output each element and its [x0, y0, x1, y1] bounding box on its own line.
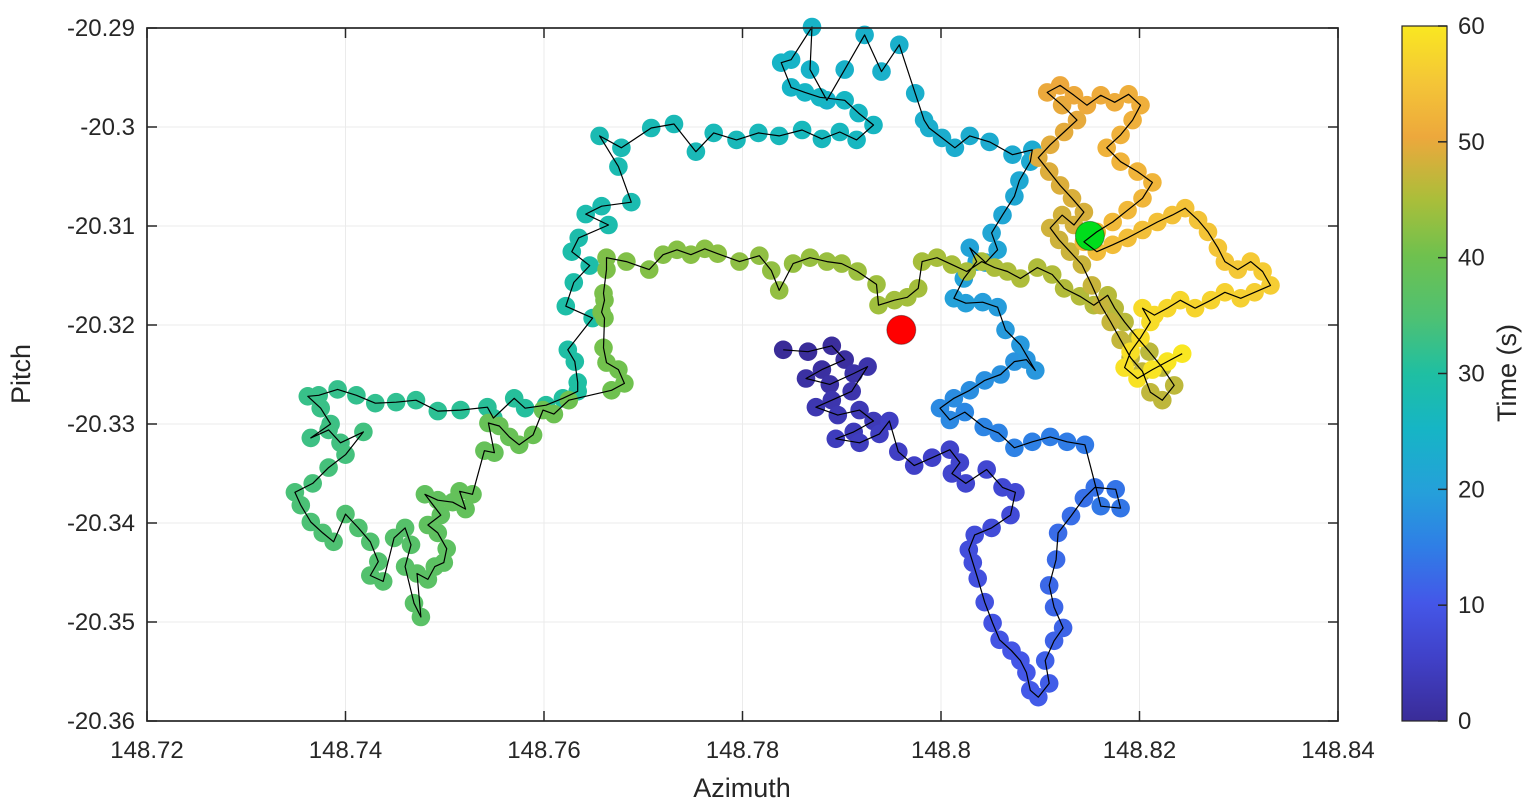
svg-text:148.8: 148.8 — [911, 737, 971, 764]
trajectory-points — [285, 17, 1280, 707]
y-tick-labels: -20.36 -20.35 -20.34 -20.33 -20.32 -20.31 -20.… — [67, 15, 135, 735]
svg-text:0: 0 — [1458, 708, 1471, 735]
svg-text:148.74: 148.74 — [309, 737, 382, 764]
svg-text:-20.3: -20.3 — [80, 114, 135, 141]
axis-ticks — [146, 27, 1339, 722]
svg-text:-20.35: -20.35 — [67, 609, 135, 636]
red-marker — [886, 314, 917, 345]
svg-text:-20.34: -20.34 — [67, 510, 135, 537]
colorbar-ticks — [1438, 25, 1447, 722]
colorbar: 0 10 20 30 40 50 60 — [1401, 13, 1485, 735]
generated-plot-content: 148.72 148.74 148.76 148.78 148.8 148.82 148.8… — [67, 13, 1485, 764]
svg-text:-20.36: -20.36 — [67, 708, 135, 735]
svg-text:40: 40 — [1458, 245, 1485, 272]
svg-text:-20.29: -20.29 — [67, 15, 135, 42]
green-marker — [1074, 220, 1105, 251]
trajectory-line — [294, 26, 1272, 698]
svg-text:20: 20 — [1458, 476, 1485, 503]
svg-text:148.78: 148.78 — [706, 737, 779, 764]
svg-text:60: 60 — [1458, 13, 1485, 40]
svg-text:148.82: 148.82 — [1103, 737, 1176, 764]
colorbar-tick-labels: 0 10 20 30 40 50 60 — [1458, 13, 1485, 735]
svg-text:-20.32: -20.32 — [67, 312, 135, 339]
svg-text:148.76: 148.76 — [507, 737, 580, 764]
svg-text:-20.31: -20.31 — [67, 213, 135, 240]
svg-text:148.84: 148.84 — [1301, 737, 1374, 764]
x-tick-labels: 148.72 148.74 148.76 148.78 148.8 148.82 148.8… — [110, 737, 1374, 764]
svg-text:50: 50 — [1458, 129, 1485, 156]
svg-text:-20.33: -20.33 — [67, 411, 135, 438]
event-markers — [886, 220, 1105, 345]
svg-text:10: 10 — [1458, 592, 1485, 619]
x-axis-label: Azimuth — [693, 773, 791, 803]
svg-text:148.72: 148.72 — [110, 737, 183, 764]
svg-text:30: 30 — [1458, 361, 1485, 388]
colorbar-label: Time (s) — [1492, 324, 1522, 422]
y-axis-label: Pitch — [6, 344, 36, 404]
